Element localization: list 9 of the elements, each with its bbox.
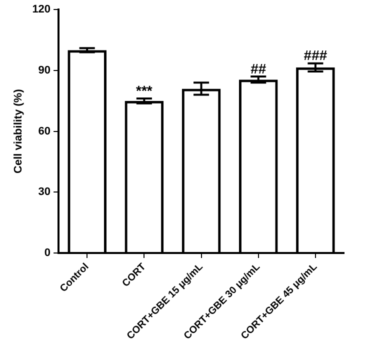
y-tick-label: 90 [38,64,51,76]
y-tick-label: 60 [38,125,51,138]
annotation: ### [304,47,328,64]
annotation: *** [136,82,153,98]
y-tick-label: 0 [44,247,51,260]
annotation: ## [250,60,266,76]
y-tick-label: 120 [32,4,51,16]
y-tick-label: 30 [38,186,51,198]
y-axis-title: Cell viability (%) [12,88,25,174]
